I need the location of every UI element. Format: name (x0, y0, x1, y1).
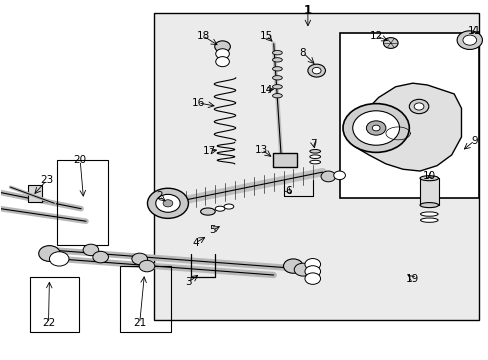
Circle shape (456, 31, 482, 49)
Bar (120, 266, 171, 332)
Circle shape (214, 41, 230, 52)
Text: 20: 20 (74, 155, 86, 165)
Text: 9: 9 (470, 136, 477, 145)
Circle shape (342, 104, 408, 152)
Bar (272, 153, 297, 167)
Text: 19: 19 (405, 274, 419, 284)
Ellipse shape (272, 76, 282, 80)
Ellipse shape (419, 203, 438, 208)
Bar (154, 13, 478, 320)
Circle shape (305, 266, 320, 277)
Circle shape (83, 244, 99, 256)
Text: 4: 4 (192, 238, 199, 248)
Ellipse shape (420, 212, 437, 216)
Ellipse shape (420, 218, 437, 222)
Circle shape (93, 251, 108, 263)
Circle shape (283, 259, 303, 273)
Ellipse shape (309, 160, 320, 164)
Text: 17: 17 (203, 146, 216, 156)
Circle shape (352, 111, 399, 145)
Bar (339, 33, 478, 198)
Text: 14: 14 (259, 85, 272, 95)
Ellipse shape (272, 85, 282, 89)
Circle shape (163, 200, 172, 207)
Text: 12: 12 (369, 31, 382, 41)
Circle shape (305, 258, 320, 270)
Circle shape (215, 49, 229, 59)
Ellipse shape (419, 176, 438, 181)
Text: 1: 1 (303, 4, 311, 17)
Ellipse shape (309, 149, 320, 153)
Ellipse shape (272, 50, 282, 55)
Circle shape (39, 246, 60, 261)
Circle shape (139, 260, 155, 272)
Ellipse shape (309, 155, 320, 158)
Text: 5: 5 (209, 225, 216, 235)
Circle shape (413, 103, 423, 110)
Ellipse shape (215, 206, 224, 211)
Text: 10: 10 (423, 171, 435, 181)
Circle shape (312, 67, 321, 74)
Circle shape (371, 125, 379, 131)
Circle shape (215, 57, 229, 67)
Circle shape (462, 35, 476, 45)
Circle shape (383, 38, 397, 48)
Text: 2: 2 (156, 191, 162, 201)
Text: 18: 18 (196, 31, 209, 41)
Text: 16: 16 (191, 98, 204, 108)
Circle shape (132, 253, 147, 265)
Text: 11: 11 (467, 26, 480, 36)
Bar (57, 160, 108, 244)
Bar (27, 185, 42, 202)
Circle shape (294, 263, 311, 276)
Ellipse shape (272, 67, 282, 71)
Bar (419, 178, 438, 205)
Text: 6: 6 (285, 186, 291, 196)
Text: 3: 3 (185, 277, 191, 287)
Bar (30, 277, 79, 332)
Circle shape (307, 64, 325, 77)
Ellipse shape (200, 208, 215, 215)
Ellipse shape (272, 94, 282, 98)
Text: 13: 13 (254, 144, 267, 154)
Circle shape (333, 171, 345, 180)
Circle shape (321, 171, 335, 182)
Text: 22: 22 (42, 319, 55, 328)
Text: 15: 15 (259, 31, 272, 41)
Ellipse shape (272, 58, 282, 62)
Circle shape (366, 121, 385, 135)
Text: 23: 23 (41, 175, 54, 185)
Circle shape (305, 273, 320, 284)
Circle shape (408, 99, 428, 114)
Circle shape (49, 252, 69, 266)
Text: 8: 8 (299, 48, 305, 58)
Circle shape (156, 194, 180, 212)
Polygon shape (348, 83, 461, 171)
Ellipse shape (224, 204, 233, 209)
Text: 7: 7 (310, 139, 316, 149)
Text: 21: 21 (133, 319, 146, 328)
Circle shape (147, 188, 188, 219)
